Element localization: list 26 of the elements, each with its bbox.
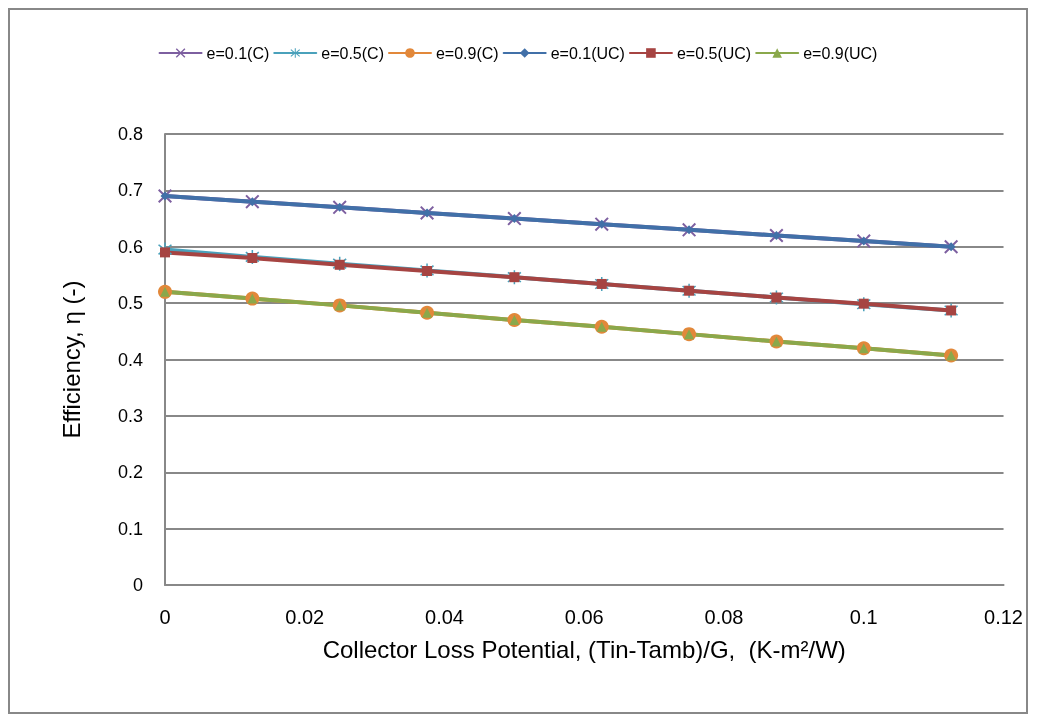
point <box>160 247 170 258</box>
y-tick-label: 0.3 <box>117 405 143 426</box>
x-axis-title: Collector Loss Potential, (Tin-Tamb)/G, (K-m²/W) <box>322 635 846 663</box>
point <box>247 253 258 264</box>
x-tick-label: 0.12 <box>984 606 1024 628</box>
x-tick-label: 0 <box>159 606 171 628</box>
x-tick-label: 0.08 <box>704 606 744 628</box>
y-tick-label: 0 <box>132 575 143 595</box>
y-tick-label: 0.7 <box>117 180 143 201</box>
legend-label: e=0.9(UC) <box>803 44 878 62</box>
x-tick-label: 0.04 <box>425 606 464 628</box>
legend-label: e=0.9(C) <box>435 44 499 62</box>
y-tick-label: 0.2 <box>117 462 143 483</box>
x-tick-label: 0.1 <box>849 606 878 628</box>
legend-label: e=0.5(UC) <box>676 44 752 62</box>
y-tick-label: 0.5 <box>117 293 143 314</box>
y-tick-label: 0.4 <box>117 349 143 370</box>
y-tick-label: 0.1 <box>117 518 143 539</box>
legend-label: e=0.5(C) <box>321 44 384 62</box>
y-axis-title: Efficiency, η (-) <box>57 280 85 439</box>
y-tick-label: 0.8 <box>117 124 143 144</box>
legend-label: e=0.1(C) <box>206 44 270 62</box>
y-tick-label: 0.6 <box>117 236 143 257</box>
legend-label: e=0.1(UC) <box>550 44 625 62</box>
x-tick-label: 0.02 <box>285 606 325 628</box>
x-tick-label: 0.06 <box>564 606 604 628</box>
